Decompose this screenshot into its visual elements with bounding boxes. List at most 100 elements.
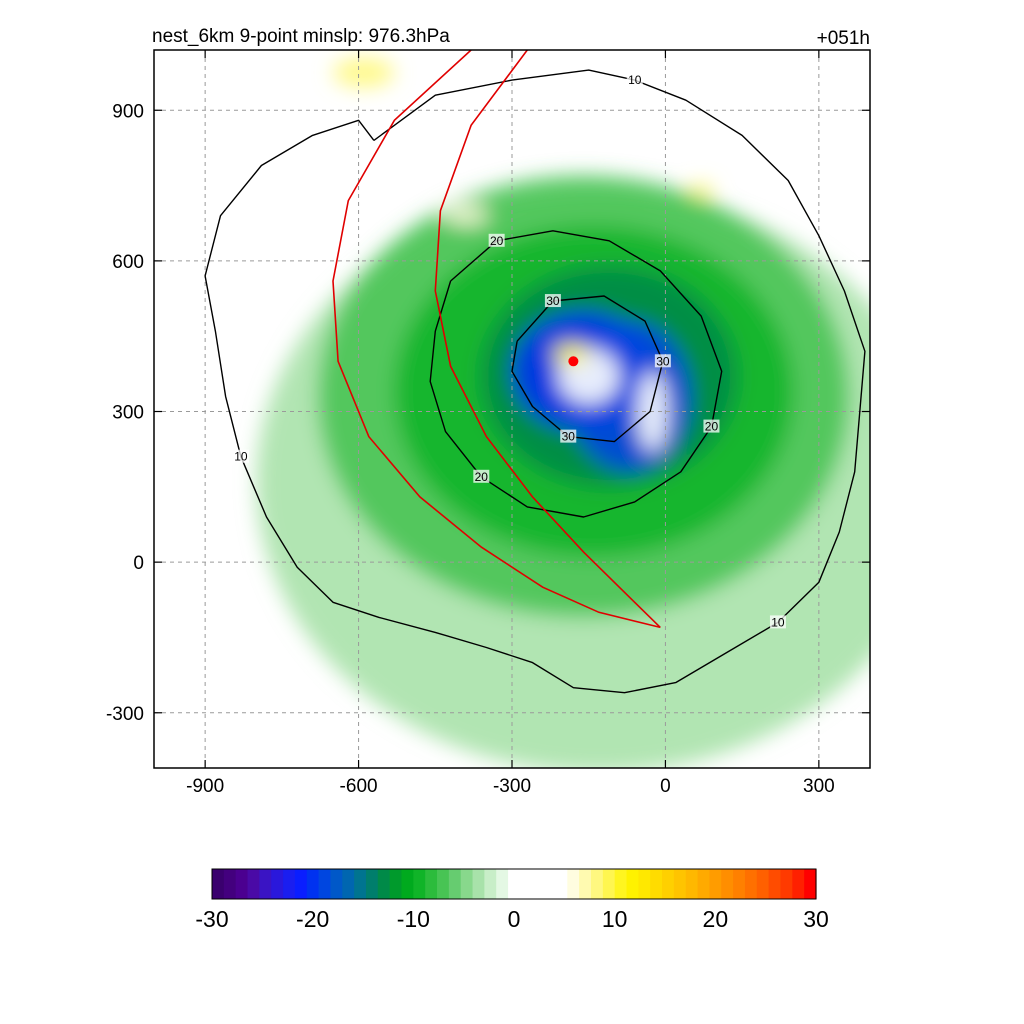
colorbar-swatch	[685, 869, 699, 899]
colorbar-swatch	[626, 869, 639, 899]
colorbar-swatch	[365, 869, 379, 899]
colorbar-swatch	[733, 869, 746, 899]
colorbar-swatch	[579, 869, 592, 899]
colorbar-swatch	[223, 869, 237, 899]
colorbar-swatch	[318, 869, 332, 899]
colorbar-swatch	[602, 869, 616, 899]
contour-line	[204, 69, 866, 694]
colorbar-swatch	[425, 869, 438, 899]
colorbar-swatch	[519, 869, 533, 899]
contour-label-bg	[626, 73, 643, 87]
colorbar-swatch	[283, 869, 296, 899]
contour-label-bg	[544, 294, 561, 308]
contour-label-bg	[488, 233, 505, 247]
colorbar-swatch	[709, 869, 722, 899]
contour-label: 10	[234, 450, 248, 464]
colorbar-tick-label: 20	[703, 906, 729, 932]
colorbar-tick-label: -30	[195, 906, 228, 932]
x-tick-label: -300	[493, 776, 531, 797]
contour-label: 20	[490, 234, 504, 248]
contour-label-bg	[560, 429, 577, 443]
colorbar-swatch	[721, 869, 734, 899]
field-blob	[688, 183, 715, 199]
colorbar-swatch	[389, 869, 403, 899]
colorbar-tick-label: -10	[397, 906, 430, 932]
colorbar-swatch	[650, 869, 663, 899]
contour-label: 30	[656, 354, 670, 368]
contour-label-bg	[232, 449, 249, 463]
colorbar-swatch	[590, 869, 604, 899]
colorbar-swatch	[401, 869, 414, 899]
shaded-field	[256, 57, 870, 768]
contour-label: 30	[546, 294, 560, 308]
x-tick-label: -600	[340, 776, 378, 797]
colorbar-frame	[211, 868, 817, 900]
y-tick-label: 0	[133, 553, 144, 574]
y-tick-label: 300	[112, 403, 144, 424]
colorbar-swatch	[673, 869, 687, 899]
colorbar-tick-label: 0	[508, 906, 521, 932]
colorbar-swatch	[235, 869, 249, 899]
colorbar-swatch	[697, 869, 711, 899]
colorbar-swatch	[484, 869, 497, 899]
storm-tracks	[332, 50, 661, 629]
colorbar-swatch	[780, 869, 793, 899]
colorbar-swatch	[768, 869, 782, 899]
field-blob	[552, 342, 589, 365]
storm-track-line	[434, 50, 661, 628]
contour-label-bg	[473, 469, 490, 483]
colorbar-swatch	[472, 869, 485, 899]
x-axis: -900 -600 -300 0 300	[186, 50, 835, 797]
colorbar-swatch	[437, 869, 450, 899]
contour-label: 20	[705, 420, 719, 434]
colorbar-swatches	[212, 869, 817, 899]
storm-center-layer	[568, 356, 579, 367]
colorbar-swatch	[792, 869, 805, 899]
colorbar-swatch	[567, 869, 580, 899]
forecast-hour-label: +051h	[817, 28, 870, 49]
colorbar-tick-label: -20	[296, 906, 329, 932]
colorbar-swatch	[614, 869, 628, 899]
colorbar-swatch	[804, 869, 817, 899]
colorbar-swatch	[638, 869, 651, 899]
colorbar-swatch	[756, 869, 770, 899]
contour-lines: 10 10 10 20 20 20 30 30 30	[204, 69, 866, 694]
contour-label-bg	[769, 615, 786, 629]
field-blob	[333, 57, 395, 88]
colorbar: -30 -20 -10 0 10 20 30	[195, 868, 829, 932]
colorbar-swatch	[271, 869, 284, 899]
x-tick-label: -900	[186, 776, 224, 797]
colorbar-swatch	[744, 869, 758, 899]
contour-label-bg	[654, 354, 671, 368]
colorbar-swatch	[413, 869, 426, 899]
x-tick-label: 0	[660, 776, 671, 797]
contour-line	[429, 230, 723, 518]
y-tick-label: 600	[112, 252, 144, 273]
colorbar-swatch	[354, 869, 367, 899]
colorbar-swatch	[555, 869, 568, 899]
colorbar-swatch	[377, 869, 391, 899]
colorbar-swatch	[259, 869, 272, 899]
contour-label: 30	[562, 430, 576, 444]
colorbar-swatch	[460, 869, 474, 899]
contour-label: 10	[771, 615, 785, 629]
field-blob	[442, 206, 489, 225]
colorbar-swatch	[212, 869, 225, 899]
colorbar-swatch	[294, 869, 308, 899]
colorbar-swatch	[508, 869, 521, 899]
contour-label-bg	[703, 419, 720, 433]
plot-area: 10 10 10 20 20 20 30 30 30 -900 -600 -300 0 300 -300…	[106, 49, 871, 797]
colorbar-swatch	[531, 869, 545, 899]
colorbar-tick-label: 10	[602, 906, 628, 932]
colorbar-labels: -30 -20 -10 0 10 20 30	[195, 906, 828, 932]
colorbar-swatch	[662, 869, 675, 899]
colorbar-swatch	[330, 869, 343, 899]
y-tick-label: 900	[112, 101, 144, 122]
contour-line	[511, 295, 664, 443]
colorbar-swatch	[306, 869, 320, 899]
colorbar-swatch	[496, 869, 509, 899]
storm-track-line	[332, 50, 661, 629]
contour-label: 10	[628, 73, 642, 87]
colorbar-swatch	[448, 869, 462, 899]
